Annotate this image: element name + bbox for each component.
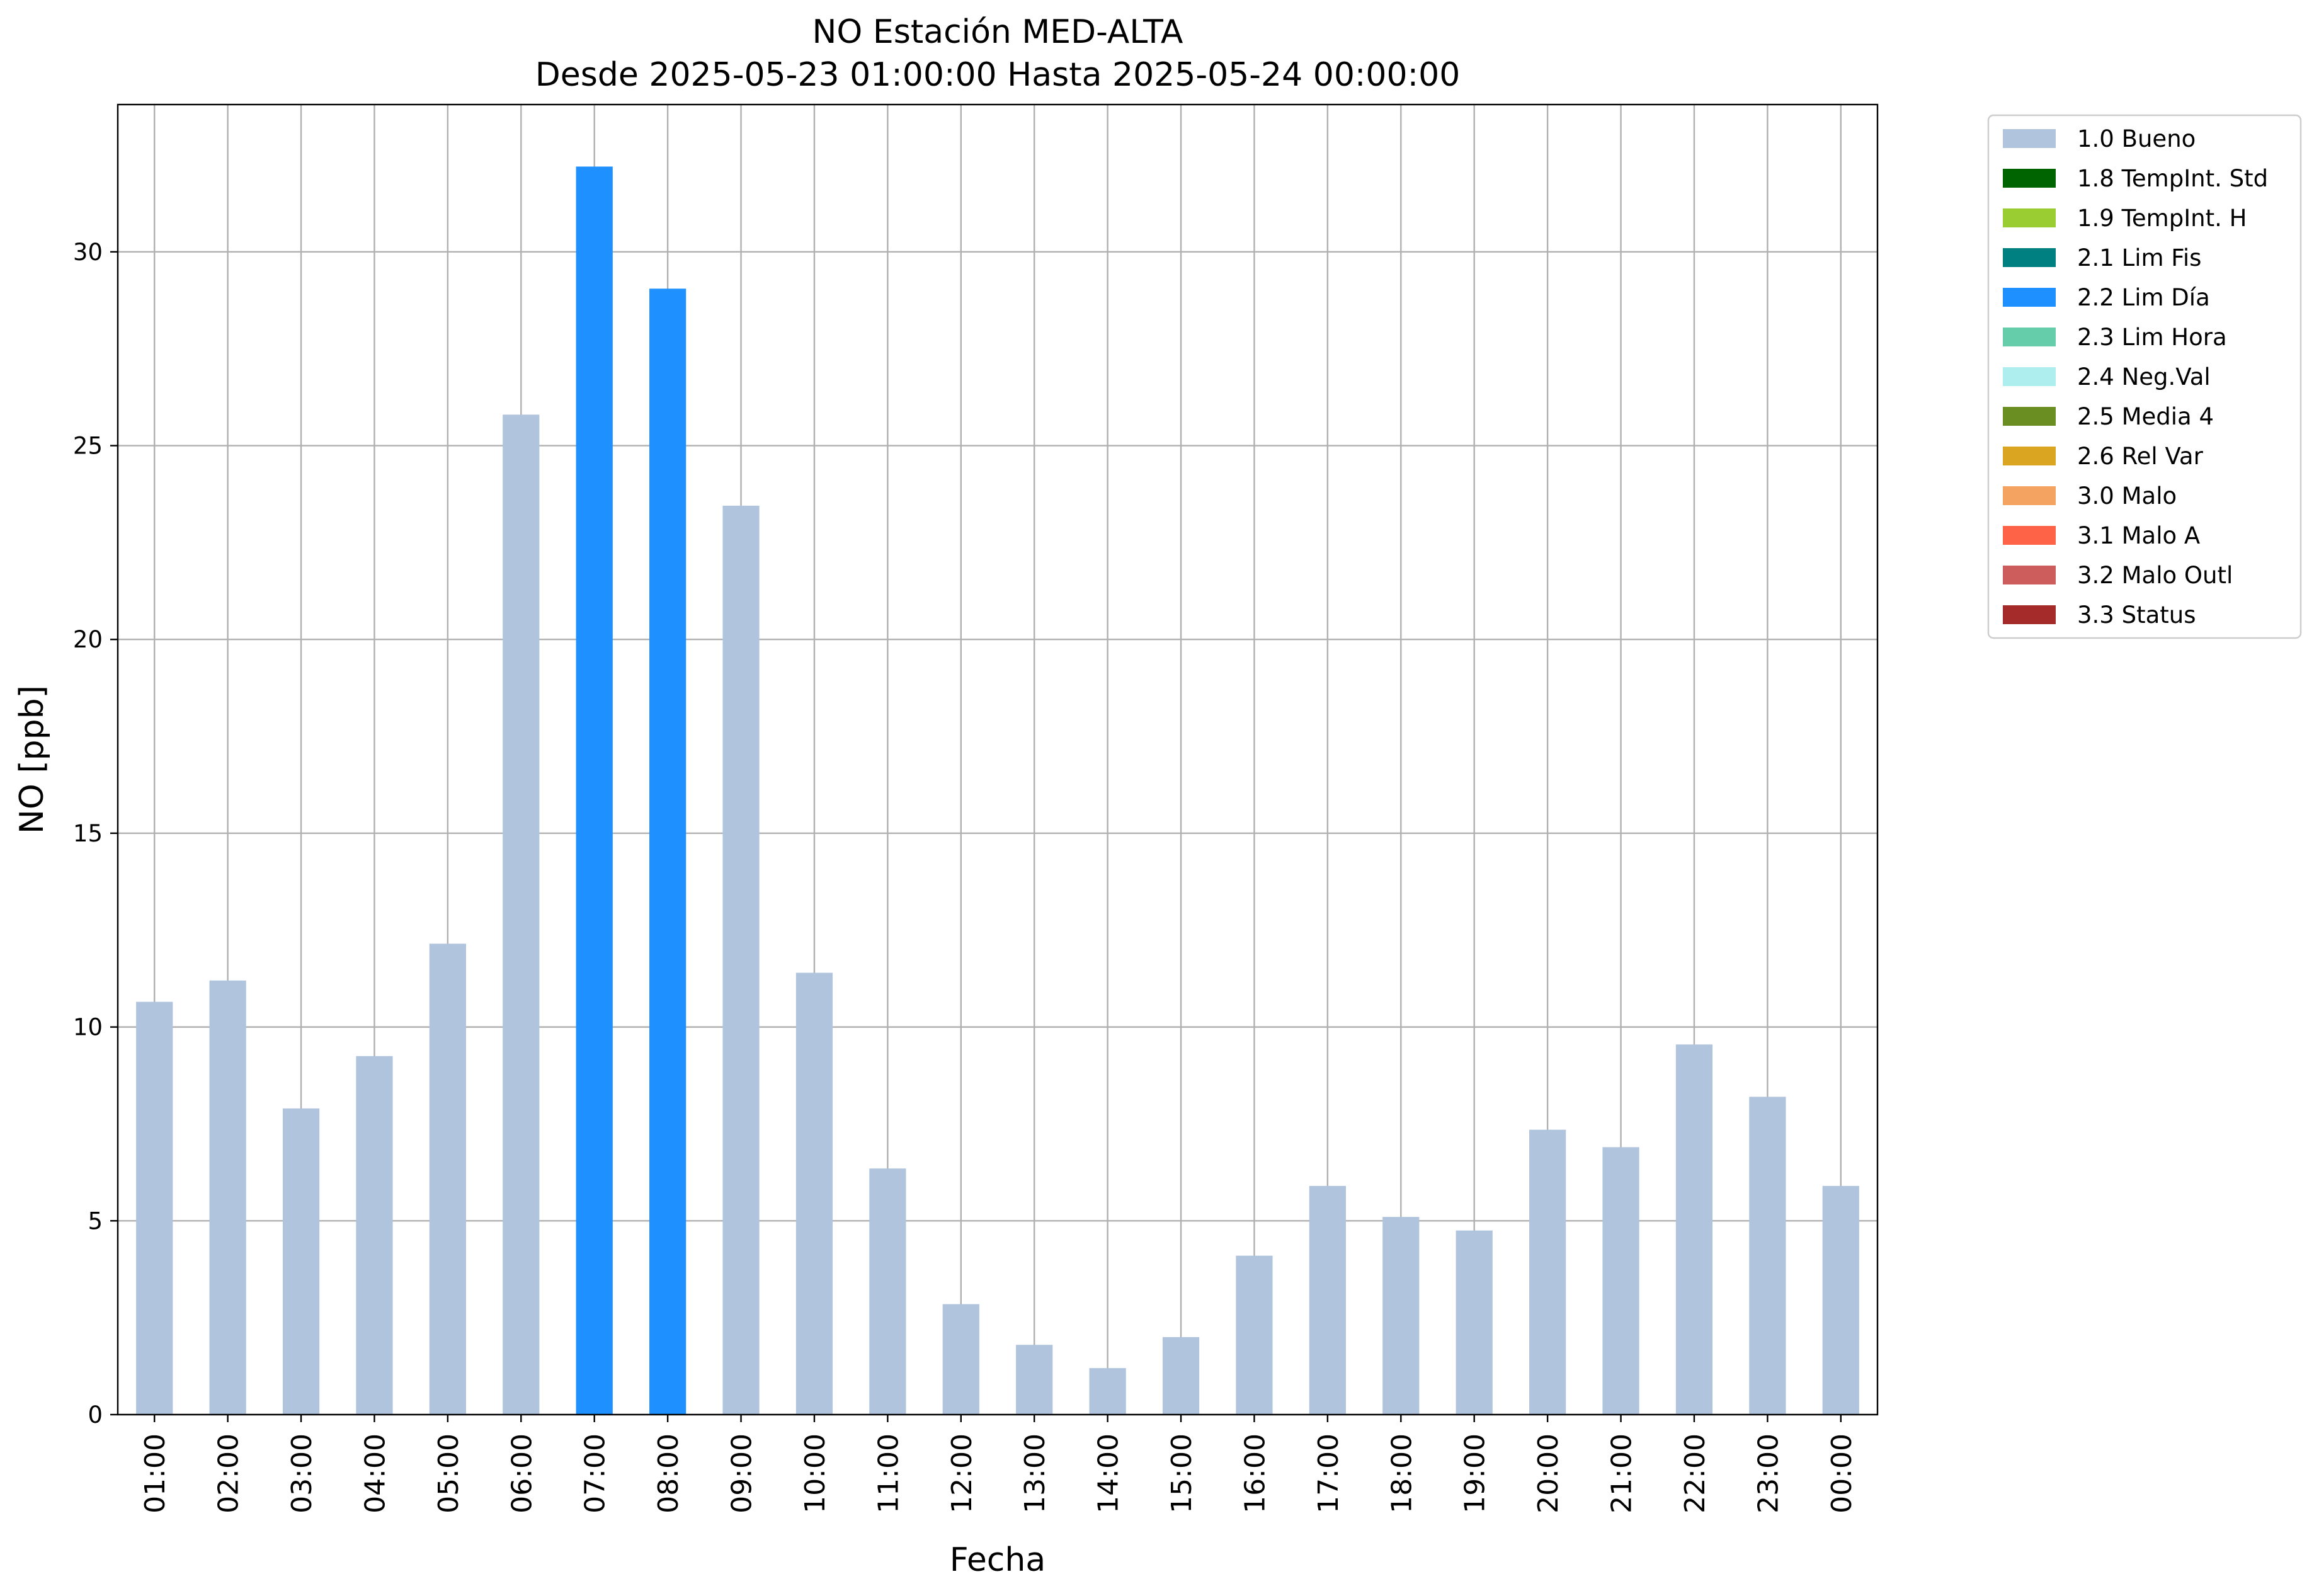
bars	[136, 166, 1859, 1415]
x-tick-label: 23:00	[1752, 1434, 1784, 1513]
bar-1900	[1456, 1230, 1493, 1415]
x-tick-label: 16:00	[1239, 1434, 1271, 1513]
x-tick-label: 17:00	[1313, 1434, 1345, 1513]
legend-label: 3.0 Malo	[2077, 482, 2177, 510]
bar-1700	[1309, 1185, 1346, 1415]
bar-0000	[1822, 1185, 1859, 1415]
x-tick-label: 14:00	[1093, 1434, 1125, 1513]
bar-0400	[356, 1056, 393, 1415]
legend-swatch	[2003, 169, 2056, 188]
x-tick-label: 00:00	[1826, 1434, 1858, 1513]
x-tick-label: 15:00	[1166, 1434, 1198, 1513]
x-tick-label: 09:00	[726, 1434, 758, 1513]
legend-label: 3.2 Malo Outl	[2077, 562, 2233, 589]
legend-swatch	[2003, 447, 2056, 465]
legend-swatch	[2003, 328, 2056, 346]
legend-label: 1.8 TempInt. Std	[2077, 165, 2268, 192]
y-tick-label: 30	[73, 239, 103, 266]
x-tick-label: 01:00	[139, 1434, 171, 1513]
x-tick-label: 08:00	[652, 1434, 685, 1513]
x-axis-ticks: 01:00 02:00 03:00 04:00 05:00 06:00 07:00 08:00…	[139, 1415, 1858, 1513]
bar-0900	[722, 505, 760, 1415]
bar-0100	[136, 1001, 173, 1415]
bar-1600	[1236, 1255, 1273, 1415]
legend: 1.0 Bueno 1.8 TempInt. Std 1.9 TempInt. H 2…	[1987, 114, 2302, 639]
bar-1000	[795, 972, 833, 1415]
legend-swatch	[2003, 526, 2056, 545]
x-tick-label: 20:00	[1532, 1434, 1564, 1513]
bar-0800	[649, 288, 687, 1415]
legend-swatch	[2003, 367, 2056, 386]
bar-1200	[942, 1304, 979, 1415]
bar-1300	[1016, 1345, 1053, 1415]
x-tick-label: 19:00	[1459, 1434, 1491, 1513]
x-tick-label: 13:00	[1019, 1434, 1051, 1513]
x-tick-label: 05:00	[433, 1434, 465, 1513]
legend-label: 3.3 Status	[2077, 601, 2196, 629]
bar-0500	[429, 943, 466, 1415]
bar-0600	[503, 414, 540, 1415]
bar-2300	[1749, 1097, 1786, 1415]
y-tick-label: 15	[73, 820, 103, 847]
legend-label: 3.1 Malo A	[2077, 522, 2200, 549]
legend-label: 2.3 Lim Hora	[2077, 324, 2227, 351]
legend-swatch	[2003, 605, 2056, 624]
y-tick-label: 20	[73, 626, 103, 653]
x-tick-label: 06:00	[506, 1434, 538, 1513]
x-tick-label: 02:00	[213, 1434, 245, 1513]
x-tick-label: 11:00	[872, 1434, 904, 1513]
chart-title: NO Estación MED-ALTA	[812, 13, 1183, 51]
legend-label: 1.0 Bueno	[2077, 125, 2196, 152]
legend-swatch	[2003, 208, 2056, 227]
bar-2200	[1675, 1044, 1713, 1415]
bar-0700	[576, 166, 613, 1415]
bar-0200	[209, 980, 246, 1415]
legend-label: 2.5 Media 4	[2077, 403, 2214, 430]
x-tick-label: 12:00	[946, 1434, 978, 1513]
legend-swatch	[2003, 407, 2056, 426]
legend-swatch	[2003, 248, 2056, 267]
legend-frame	[1987, 114, 2302, 639]
bar-1400	[1089, 1368, 1126, 1415]
y-tick-label: 0	[88, 1401, 103, 1428]
bar-1500	[1162, 1337, 1200, 1415]
bar-2000	[1529, 1129, 1566, 1415]
legend-swatch	[2003, 566, 2056, 584]
y-tick-label: 25	[73, 433, 103, 460]
bar-1800	[1382, 1217, 1420, 1415]
y-tick-label: 5	[88, 1207, 103, 1234]
legend-label: 2.6 Rel Var	[2077, 443, 2204, 470]
x-tick-label: 10:00	[799, 1434, 831, 1513]
y-tick-label: 10	[73, 1014, 103, 1041]
x-tick-label: 21:00	[1606, 1434, 1638, 1513]
y-axis-ticks: 0 5 10 15 20 25 30	[73, 239, 118, 1428]
legend-label: 2.1 Lim Fis	[2077, 244, 2201, 271]
bar-1100	[869, 1168, 906, 1415]
plot-frame	[117, 103, 1879, 1416]
x-tick-label: 03:00	[286, 1434, 318, 1513]
bar-2100	[1602, 1147, 1639, 1415]
y-axis-label: NO [ppb]	[13, 685, 51, 834]
chart-subtitle: Desde 2025-05-23 01:00:00 Hasta 2025-05-…	[535, 56, 1461, 94]
x-axis-label: Fecha	[950, 1541, 1046, 1579]
x-tick-label: 04:00	[359, 1434, 391, 1513]
legend-label: 2.4 Neg.Val	[2077, 363, 2211, 390]
legend-swatch	[2003, 288, 2056, 307]
legend-label: 1.9 TempInt. H	[2077, 205, 2247, 232]
x-tick-label: 07:00	[579, 1434, 612, 1513]
legend-label: 2.2 Lim Día	[2077, 284, 2210, 311]
x-tick-label: 22:00	[1679, 1434, 1711, 1513]
x-tick-label: 18:00	[1386, 1434, 1418, 1513]
legend-swatch	[2003, 486, 2056, 505]
bar-0300	[282, 1108, 320, 1415]
legend-swatch	[2003, 129, 2056, 148]
